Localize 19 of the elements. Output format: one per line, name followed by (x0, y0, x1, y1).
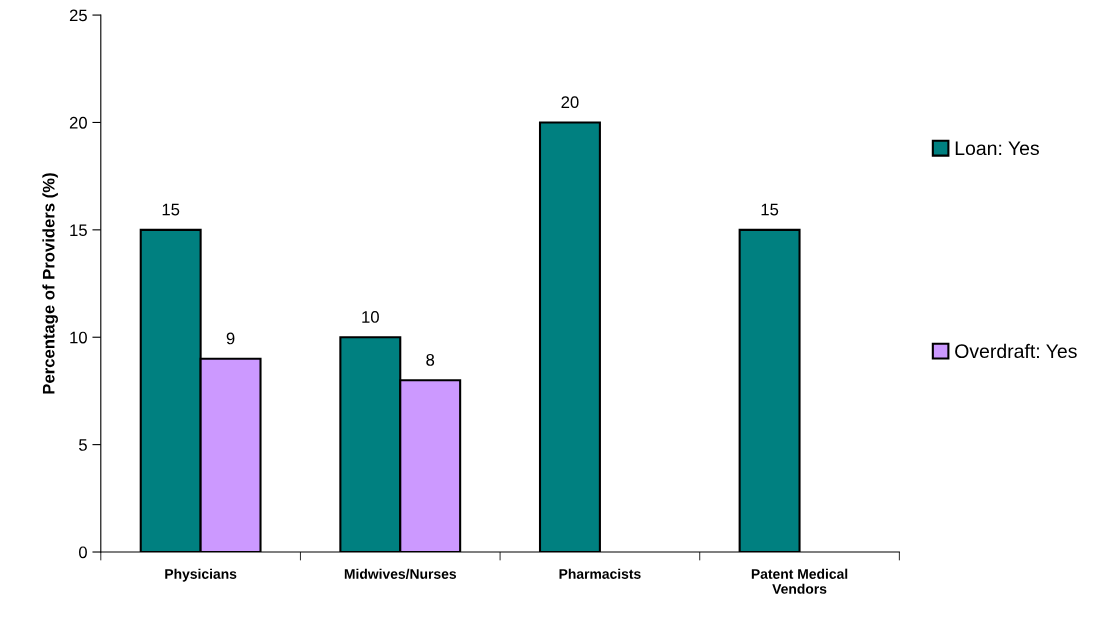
data-label: 20 (561, 96, 579, 109)
y-axis-title: Percentage of Providers (%) (42, 173, 58, 394)
data-label: 15 (761, 203, 779, 216)
x-tick-label: Pharmacists (559, 568, 641, 579)
data-label: 9 (226, 332, 235, 345)
x-tick-label: Midwives/Nurses (344, 568, 457, 580)
y-tick-label: 15 (70, 224, 87, 237)
legend-label: Overdraft: Yes (955, 343, 1077, 359)
data-label: 10 (362, 311, 379, 323)
y-tick-label: 25 (69, 9, 87, 22)
data-label: 8 (426, 353, 435, 366)
y-tick-label: 5 (79, 439, 87, 451)
x-tick-label: Physicians (165, 568, 237, 582)
data-label: 15 (162, 203, 180, 216)
y-tick-label: 10 (70, 331, 87, 344)
y-tick-label: 20 (69, 116, 87, 129)
legend-label: Loan: Yes (955, 141, 1039, 156)
x-tick-label: Patent Medical Vendors (751, 568, 848, 594)
y-tick-label: 0 (78, 546, 87, 559)
